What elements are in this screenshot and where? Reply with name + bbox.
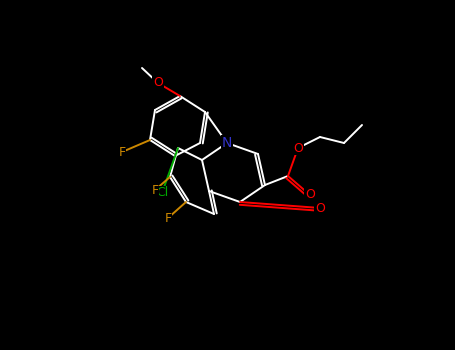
Text: F: F [118,146,126,159]
Text: F: F [164,211,172,224]
Text: O: O [293,141,303,154]
Text: F: F [152,183,158,196]
Text: N: N [222,136,232,150]
Text: O: O [315,202,325,215]
Text: Cl: Cl [156,187,168,199]
Text: O: O [153,77,163,90]
Text: O: O [305,189,315,202]
